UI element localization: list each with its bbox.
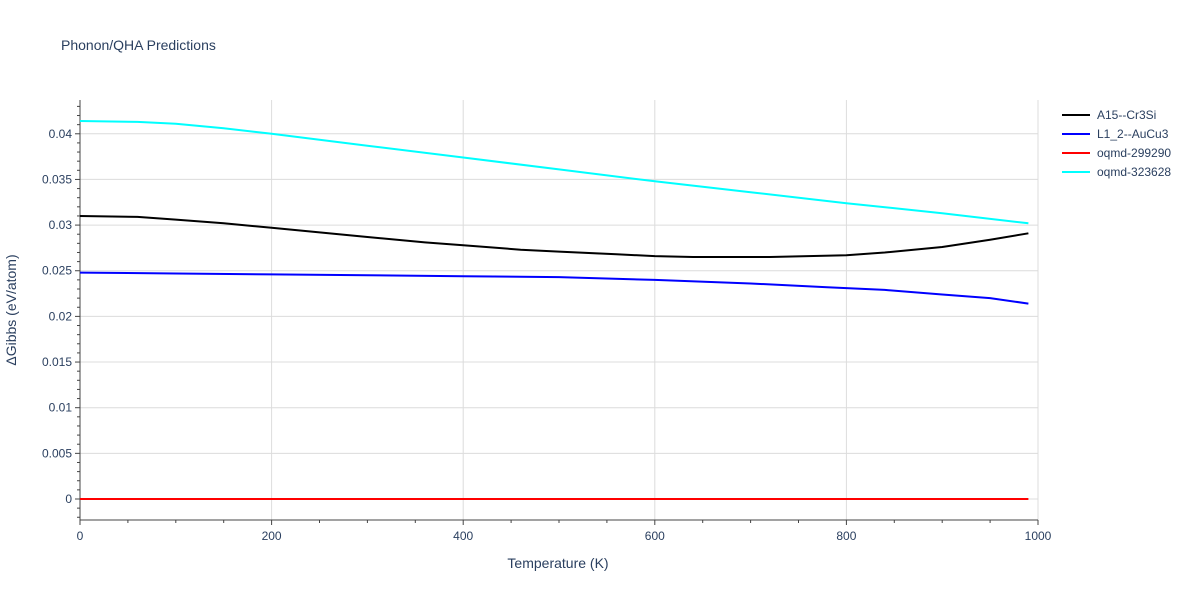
- y-tick-label: 0.025: [42, 264, 72, 278]
- y-tick-label: 0: [65, 492, 72, 506]
- legend[interactable]: A15--Cr3Si L1_2--AuCu3 oqmd-299290 oqmd-323…: [1062, 108, 1171, 179]
- legend-label: oqmd-299290: [1097, 146, 1171, 160]
- x-axis-title: Temperature (K): [507, 555, 608, 571]
- x-tick-label: 0: [77, 529, 84, 543]
- y-tick-label: 0.03: [49, 218, 73, 232]
- legend-item[interactable]: L1_2--AuCu3: [1062, 127, 1169, 141]
- x-tick-label: 800: [836, 529, 856, 543]
- legend-item[interactable]: oqmd-299290: [1062, 146, 1171, 160]
- y-axis-title: ΔGibbs (eV/atom): [3, 254, 19, 365]
- grid-lines: [80, 100, 1039, 520]
- y-tick-label: 0.035: [42, 172, 72, 186]
- y-tick-label: 0.005: [42, 446, 72, 460]
- legend-label: A15--Cr3Si: [1097, 108, 1156, 122]
- y-tick-label: 0.01: [49, 401, 73, 415]
- series-line-A15--Cr3Si: [79, 215, 1029, 258]
- x-axis-ticks: 0 200 400 600 800 1000: [77, 529, 1052, 543]
- legend-label: oqmd-323628: [1097, 165, 1171, 179]
- legend-item[interactable]: A15--Cr3Si: [1062, 108, 1156, 122]
- series-group: [79, 120, 1029, 500]
- chart-title: Phonon/QHA Predictions: [61, 37, 216, 53]
- legend-label: L1_2--AuCu3: [1097, 127, 1169, 141]
- series-line-oqmd-323628: [79, 120, 1029, 225]
- x-tick-label: 1000: [1025, 529, 1052, 543]
- y-tick-label: 0.02: [49, 309, 73, 323]
- x-tick-label: 600: [645, 529, 665, 543]
- x-tick-label: 200: [262, 529, 282, 543]
- y-tick-label: 0.015: [42, 355, 72, 369]
- y-axis-ticks: 0 0.005 0.01 0.015 0.02 0.025 0.03 0.035 0.04: [42, 127, 72, 506]
- x-tick-label: 400: [453, 529, 473, 543]
- y-tick-label: 0.04: [49, 127, 73, 141]
- series-line-L1_2--AuCu3: [79, 271, 1029, 305]
- legend-item[interactable]: oqmd-323628: [1062, 165, 1171, 179]
